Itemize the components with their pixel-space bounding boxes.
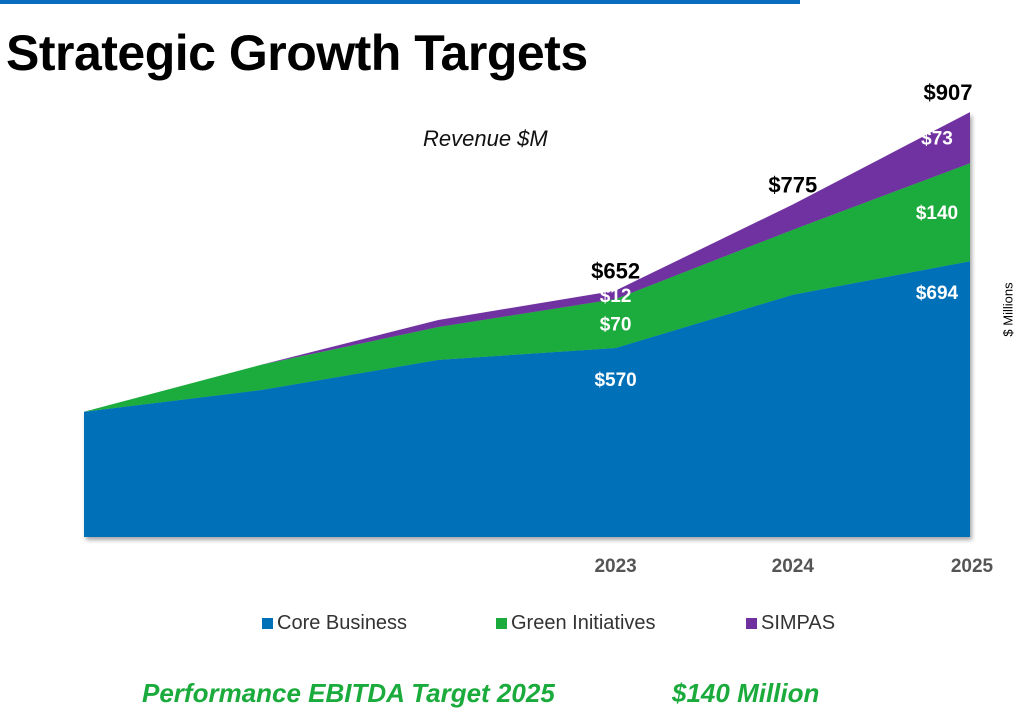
legend-item-green-initiatives: Green Initiatives: [496, 612, 656, 635]
page-title: Strategic Growth Targets: [6, 25, 588, 81]
total-label: $652: [591, 259, 640, 284]
data-label: $73: [921, 129, 953, 150]
data-label: $140: [916, 203, 958, 224]
legend-swatch: [262, 618, 273, 629]
legend-swatch: [496, 618, 507, 629]
legend-item-simpas: SIMPAS: [746, 612, 835, 635]
top-accent-bar: [0, 0, 800, 4]
legend-label: SIMPAS: [761, 612, 836, 634]
footer-value: $140 Million: [672, 678, 820, 708]
x-tick-label: 2025: [951, 556, 994, 577]
legend-swatch: [746, 618, 757, 629]
x-tick-label: 2024: [772, 556, 815, 577]
legend-label: Core Business: [277, 612, 408, 634]
chart-title: Revenue $M: [423, 126, 548, 151]
data-label: $70: [600, 315, 632, 336]
total-label: $775: [768, 173, 817, 198]
area-green-initiatives: [84, 163, 970, 412]
total-label: $907: [924, 80, 973, 105]
footer-label: Performance EBITDA Target 2025: [142, 678, 555, 708]
legend-item-core-business: Core Business: [262, 612, 407, 635]
legend-label: Green Initiatives: [511, 612, 656, 634]
data-label: $12: [600, 286, 632, 307]
x-tick-label: 2023: [594, 556, 636, 577]
data-label: $570: [594, 370, 636, 391]
data-label: $694: [916, 283, 959, 304]
area-core-business: [84, 261, 970, 537]
